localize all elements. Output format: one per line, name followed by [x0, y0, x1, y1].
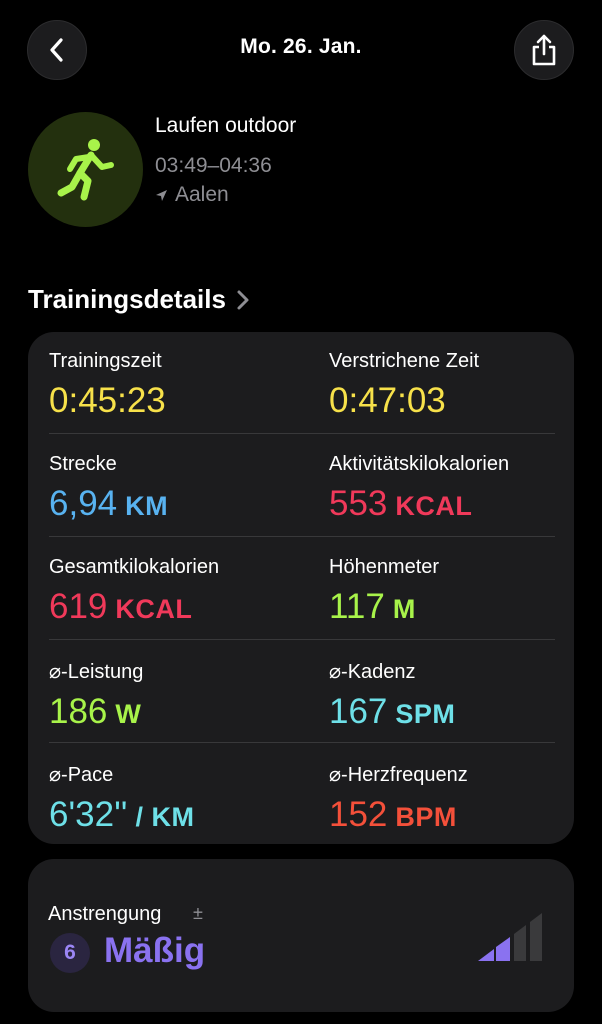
- plus-minus-icon: ±: [193, 903, 203, 923]
- training-details-card: Trainingszeit 0:45:23 Verstrichene Zeit …: [28, 332, 574, 844]
- page-title: Mo. 26. Jan.: [240, 35, 362, 58]
- effort-bars-icon: [478, 913, 542, 961]
- metric-total-calories: Gesamtkilokalorien 619 KCAL: [49, 556, 279, 627]
- effort-bar-1: [478, 949, 494, 961]
- back-button[interactable]: [27, 20, 87, 80]
- metric-value: 0:45:23: [49, 381, 166, 420]
- metric-value: 553 KCAL: [329, 484, 473, 523]
- metric-active-calories: Aktivitätskilokalorien 553 KCAL: [329, 453, 559, 524]
- location-arrow-icon: [156, 189, 167, 201]
- metric-value: 152 BPM: [329, 795, 457, 834]
- metric-value: 117 M: [329, 587, 416, 626]
- metric-unit: M: [392, 594, 416, 624]
- effort-card[interactable]: Anstrengung ± 6 Mäßig: [28, 859, 574, 1012]
- metric-label: Strecke: [49, 453, 117, 475]
- metric-avg-cadence: ⌀-Kadenz 167 SPM: [329, 659, 559, 732]
- metric-label: Verstrichene Zeit: [329, 350, 480, 372]
- metric-label: Trainingszeit: [49, 350, 162, 372]
- metric-avg-heart-rate: ⌀-Herzfrequenz 152 BPM: [329, 762, 559, 835]
- effort-bar-4: [530, 913, 542, 961]
- metric-value: 167 SPM: [329, 692, 456, 731]
- metric-unit: KCAL: [115, 594, 193, 624]
- metric-label: Höhenmeter: [329, 556, 440, 578]
- metric-distance: Strecke 6,94 KM: [49, 453, 279, 524]
- metric-value: 6'32'' / KM: [49, 795, 195, 834]
- effort-level: Mäßig: [104, 931, 206, 970]
- divider: [49, 742, 555, 743]
- metric-label: ⌀-Kadenz: [329, 661, 416, 683]
- metric-label: Aktivitätskilokalorien: [329, 453, 510, 475]
- metric-label: Gesamtkilokalorien: [49, 556, 220, 578]
- metric-avg-pace: ⌀-Pace 6'32'' / KM: [49, 762, 279, 835]
- metric-training-time: Trainingszeit 0:45:23: [49, 350, 279, 421]
- workout-type-badge: [28, 112, 143, 227]
- chevron-left-icon: [50, 38, 63, 62]
- share-icon: [532, 34, 556, 66]
- workout-title: Laufen outdoor: [155, 114, 297, 137]
- metric-unit: SPM: [395, 699, 456, 729]
- effort-label: Anstrengung: [48, 903, 162, 925]
- divider: [49, 433, 555, 434]
- metric-unit: / KM: [135, 802, 195, 832]
- divider: [49, 536, 555, 537]
- metric-avg-power: ⌀-Leistung 186 W: [49, 659, 279, 732]
- training-details-link[interactable]: Trainingsdetails: [28, 284, 250, 315]
- effort-bar-3: [514, 925, 526, 961]
- metric-value: 619 KCAL: [49, 587, 193, 626]
- section-title: Trainingsdetails: [28, 284, 226, 314]
- workout-location: Aalen: [155, 183, 229, 207]
- metric-unit: KM: [125, 491, 169, 521]
- metric-value: 6,94 KM: [49, 484, 169, 523]
- divider: [49, 639, 555, 640]
- metric-elevation-gain: Höhenmeter 117 M: [329, 556, 559, 627]
- metric-label: ⌀-Pace: [49, 764, 114, 786]
- chevron-right-icon: [237, 290, 249, 309]
- metric-label: ⌀-Herzfrequenz: [329, 764, 468, 786]
- metric-label: ⌀-Leistung: [49, 661, 144, 683]
- running-figure-icon: [57, 138, 114, 200]
- effort-bar-2: [496, 937, 510, 961]
- metric-unit: BPM: [395, 802, 457, 832]
- effort-score-badge: 6: [50, 933, 90, 973]
- metric-elapsed-time: Verstrichene Zeit 0:47:03: [329, 350, 559, 421]
- location-name: Aalen: [175, 183, 229, 206]
- metric-value: 186 W: [49, 692, 142, 731]
- metric-unit: W: [115, 699, 142, 729]
- workout-time-range: 03:49–04:36: [155, 154, 272, 177]
- metric-value: 0:47:03: [329, 381, 446, 420]
- metric-unit: KCAL: [395, 491, 473, 521]
- share-button[interactable]: [514, 20, 574, 80]
